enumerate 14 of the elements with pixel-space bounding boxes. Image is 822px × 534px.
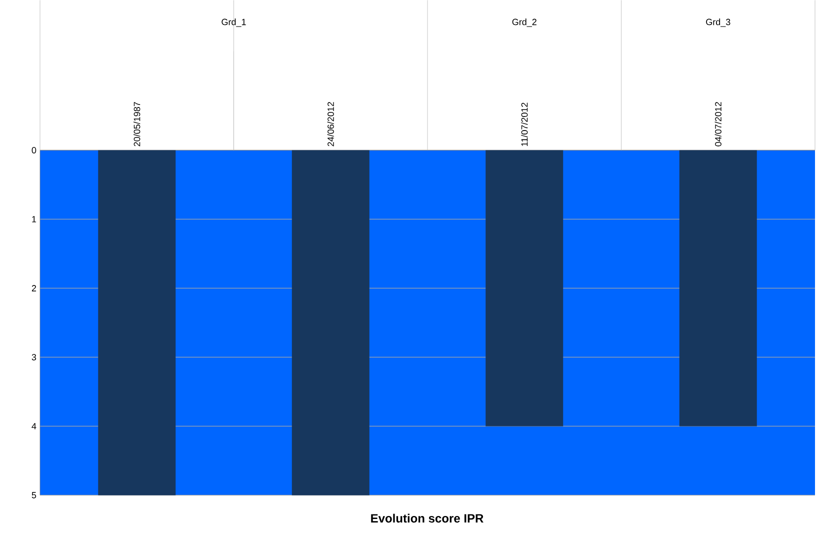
x-tick-label: 20/05/1987 (134, 102, 140, 146)
x-tick-label: 04/07/2012 (714, 102, 722, 146)
x-tick-label: 24/06/2012 (327, 102, 334, 146)
text: Grd_1 (222, 18, 246, 27)
y-tick-label: 1 (32, 216, 36, 222)
y-tick-label: 4 (32, 423, 36, 430)
y-tick-label: 0 (32, 146, 36, 154)
text: Grd_3 (706, 18, 730, 27)
y-tick-label: 2 (32, 284, 36, 292)
x-tick-label: 11/07/2012 (521, 102, 528, 146)
text: Evolution score IPR (371, 514, 484, 522)
y-tick-label: 3 (32, 354, 36, 360)
text: Grd_2 (512, 18, 536, 27)
y-tick-label: 5 (32, 492, 36, 498)
